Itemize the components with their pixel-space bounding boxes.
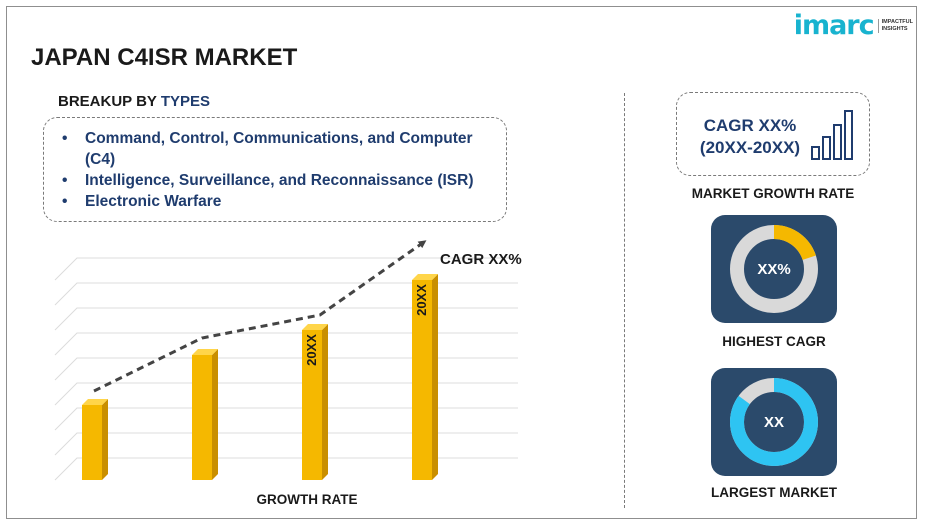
grid-line xyxy=(54,282,518,306)
cagr-box: CAGR XX% (20XX-20XX) xyxy=(676,92,870,176)
type-item-electronic-warfare: Electronic Warfare xyxy=(58,191,506,212)
largest-market-ring xyxy=(730,378,818,466)
trend-line xyxy=(93,240,427,393)
largest-market-label: LARGEST MARKET xyxy=(711,485,837,500)
bar xyxy=(412,274,438,480)
growth-chart: 20XX 20XX CAGR XX% GROWTH RATE xyxy=(54,240,522,507)
largest-market-value: XX xyxy=(763,413,784,431)
market-growth-rate-label: MARKET GROWTH RATE xyxy=(691,186,855,201)
highest-cagr-value: XX% xyxy=(757,260,791,278)
largest-market-card: XX xyxy=(711,368,837,476)
breakup-heading-accent: TYPES xyxy=(160,93,210,110)
bar xyxy=(192,349,218,480)
type-item-c4: Command, Control, Communications, and Co… xyxy=(58,128,506,170)
logo-tagline: IMPACTFUL INSIGHTS xyxy=(877,18,913,33)
cagr-value: CAGR XX% xyxy=(703,116,797,135)
cagr-text: CAGR XX% (20XX-20XX) xyxy=(687,115,813,159)
bar-data-label: 20XX xyxy=(414,284,429,316)
highest-cagr-label: HIGHEST CAGR xyxy=(722,334,826,349)
highest-cagr-ring xyxy=(730,225,818,313)
growth-bars-icon xyxy=(811,110,853,160)
breakup-heading-prefix: BREAKUP BY xyxy=(58,93,161,110)
grid-line xyxy=(54,307,518,331)
bar xyxy=(82,399,108,480)
logo-tagline-line2: INSIGHTS xyxy=(881,25,908,32)
grid-line xyxy=(54,357,518,381)
logo-tagline-line1: IMPACTFUL xyxy=(881,18,913,25)
trend-cagr-label: CAGR XX% xyxy=(440,251,522,268)
grid-line xyxy=(54,407,518,431)
types-list: Command, Control, Communications, and Co… xyxy=(44,118,506,212)
type-item-isr: Intelligence, Surveillance, and Reconnai… xyxy=(58,170,506,191)
chart-bar-labels: 20XX 20XX xyxy=(304,284,429,366)
bar xyxy=(302,324,328,480)
highest-cagr-card: XX% xyxy=(711,215,837,323)
page-title: JAPAN C4ISR MARKET xyxy=(31,44,298,71)
grid-line xyxy=(54,257,518,281)
brand-logo: imarc IMPACTFUL INSIGHTS xyxy=(794,10,913,41)
grid-line xyxy=(54,432,518,456)
cagr-period: (20XX-20XX) xyxy=(699,138,801,157)
grid-line xyxy=(54,332,518,356)
section-divider xyxy=(624,93,625,508)
chart-bars xyxy=(82,274,438,480)
types-box: Command, Control, Communications, and Co… xyxy=(43,117,507,222)
grid-line xyxy=(54,382,518,406)
chart-x-axis-label: GROWTH RATE xyxy=(257,492,358,507)
logo-wordmark: imarc xyxy=(793,10,875,41)
chart-grid xyxy=(54,257,518,481)
bar-data-label: 20XX xyxy=(304,334,319,366)
grid-line xyxy=(54,457,518,481)
breakup-heading: BREAKUP BY TYPES xyxy=(58,93,210,110)
